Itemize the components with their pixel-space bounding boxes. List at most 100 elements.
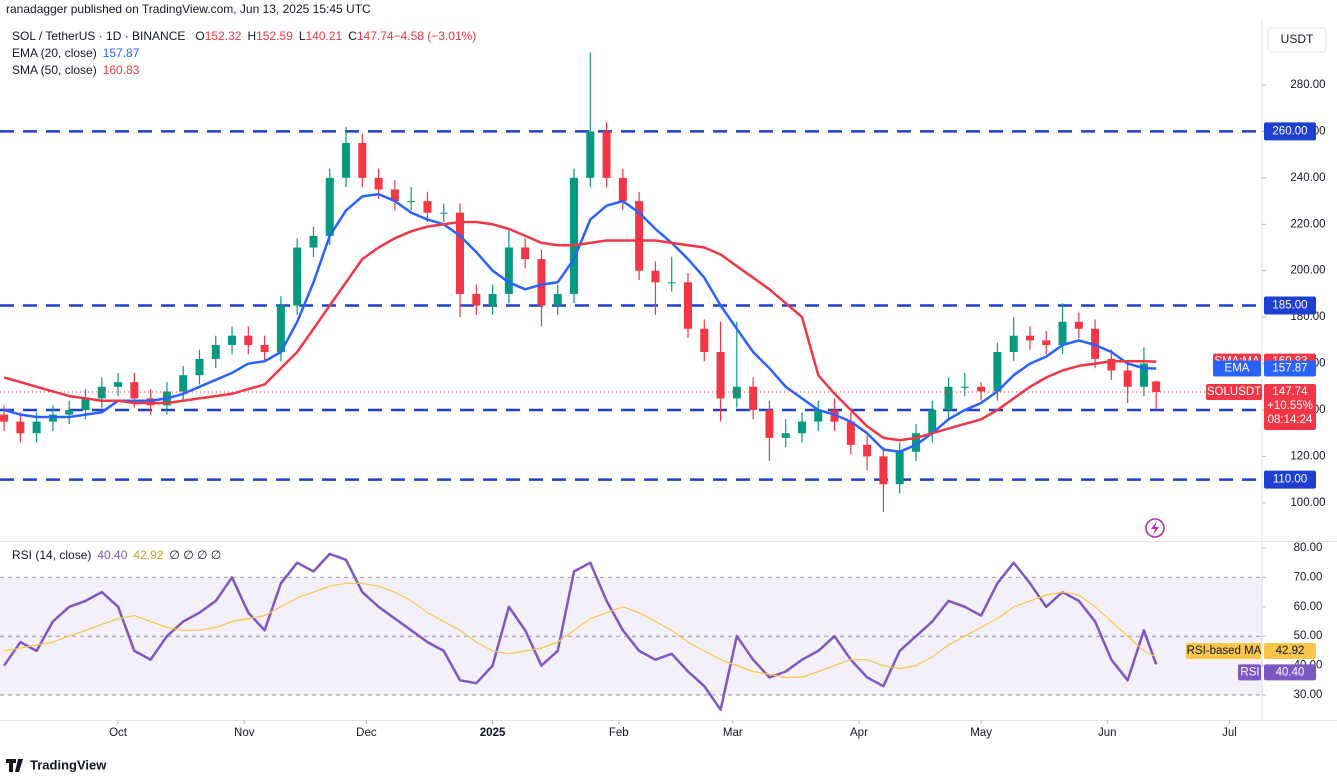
- candle-body: [944, 386, 953, 410]
- candle-body: [700, 328, 709, 352]
- y-tick-label: 120.00: [1290, 450, 1325, 462]
- price-tag-name-box: [1213, 360, 1261, 377]
- candle-body: [244, 335, 253, 345]
- candle-body: [488, 293, 497, 306]
- candle-body: [228, 335, 237, 345]
- footer-logo: [6, 759, 23, 772]
- ohlc-value: 147.74: [357, 29, 394, 43]
- candle-body: [81, 398, 90, 410]
- currency-box[interactable]: [1267, 27, 1327, 53]
- rsi-legend-value: 40.40: [97, 548, 127, 562]
- ohlc-key: L: [299, 29, 306, 43]
- candle-body: [456, 212, 465, 294]
- y-tick-label: 280.00: [1290, 79, 1325, 91]
- level-tag-label: 110.00: [1273, 474, 1307, 486]
- candle-body: [960, 386, 969, 388]
- level-tag: [1264, 122, 1316, 141]
- ohlc-key: O: [195, 29, 204, 43]
- symbol-legend: SOL / TetherUS · 1D · BINANCE O152.32 H152…: [12, 29, 476, 43]
- rsi-tag-name: RSI: [1240, 666, 1259, 678]
- ohlc-value: 152.59: [256, 29, 293, 43]
- candle-body: [683, 282, 692, 329]
- x-tick-label: Nov: [234, 727, 255, 739]
- candle-body: [1074, 321, 1083, 329]
- level-tag-label: 260.00: [1272, 125, 1307, 137]
- candle-body: [651, 270, 660, 283]
- candle-body: [130, 382, 139, 399]
- candle-body: [781, 433, 790, 438]
- ohlc-value: −4.58 (−3.01%): [394, 29, 477, 43]
- candle-body: [211, 345, 220, 359]
- candle-body: [1123, 370, 1132, 387]
- level-tag: [1264, 470, 1316, 489]
- rsi-tag-name-box: [1238, 664, 1261, 681]
- x-tick-label: Feb: [609, 727, 629, 739]
- lightning-icon: [1145, 518, 1165, 538]
- rsi-tag-name-box: [1186, 643, 1261, 660]
- rsi-pane: [0, 552, 1262, 711]
- rsi-extra: ∅ ∅ ∅ ∅: [169, 548, 221, 562]
- rsi-tick-label: 70.00: [1294, 571, 1323, 583]
- ohlc-value: 152.32: [205, 29, 242, 43]
- rsi-tick-label: 80.00: [1294, 542, 1323, 554]
- candle-body: [179, 375, 188, 392]
- last-box: [1264, 384, 1316, 431]
- x-tick-label: 2025: [480, 727, 506, 739]
- candle-body: [765, 410, 774, 438]
- rsi-tick-label: 50.00: [1294, 630, 1323, 642]
- currency[interactable]: USDT: [1281, 32, 1314, 46]
- candle-body: [928, 410, 937, 434]
- candle-body: [1058, 321, 1067, 345]
- level-tag: [1264, 296, 1316, 315]
- candle-body: [553, 293, 562, 306]
- candle-body: [342, 143, 351, 178]
- candle-body: [635, 201, 644, 271]
- rsi-line: [3, 552, 1158, 711]
- candle-body: [732, 386, 741, 399]
- candle-body: [1025, 335, 1034, 341]
- x-tick-label: May: [970, 727, 992, 739]
- x-tick-label: Jun: [1098, 727, 1117, 739]
- indicator-value: 157.87: [103, 46, 140, 60]
- candle-body: [32, 421, 41, 434]
- candle-body: [749, 386, 758, 410]
- y-tick-label: 240.00: [1290, 172, 1325, 184]
- candle-body: [797, 421, 806, 434]
- candle-body: [504, 247, 513, 294]
- ohlc-key: H: [247, 29, 256, 43]
- y-tick-label: 100.00: [1290, 497, 1325, 509]
- last-name: SOLUSDT: [1207, 386, 1261, 398]
- x-tick-label: Jul: [1222, 727, 1237, 739]
- candle-body: [293, 247, 302, 306]
- candle-body: [195, 358, 204, 376]
- indicator-legend: SMA (50, close) 160.83: [12, 63, 140, 77]
- candle-body: [863, 444, 872, 457]
- candle-body: [1042, 340, 1051, 345]
- candle-body: [1152, 381, 1161, 393]
- rsi-tag-box: [1264, 643, 1316, 660]
- candle-body: [537, 259, 546, 306]
- rsi-tick-label: 60.00: [1294, 601, 1323, 613]
- candle-body: [993, 351, 1002, 392]
- candle-body: [114, 382, 123, 387]
- candle-body: [879, 456, 888, 485]
- candle-body: [65, 410, 74, 415]
- y-tick-label: 200.00: [1290, 265, 1325, 277]
- candle-body: [1009, 335, 1018, 352]
- indicator-name: EMA (20, close): [12, 46, 97, 60]
- price-tag-name: EMA: [1225, 363, 1250, 375]
- candle-body: [716, 351, 725, 399]
- last-value: 147.74: [1272, 386, 1308, 398]
- price-tag-value: 157.87: [1272, 363, 1307, 375]
- rsi-legend: RSI (14, close) 40.40 42.92 ∅ ∅ ∅ ∅: [12, 548, 221, 562]
- candle-body: [439, 212, 448, 214]
- candle-body: [911, 433, 920, 452]
- symbol: SOL / TetherUS · 1D · BINANCE: [12, 29, 185, 43]
- candle-body: [358, 143, 367, 178]
- candle-body: [472, 293, 481, 306]
- publisher: ranadagger published on TradingView.com,…: [6, 2, 371, 16]
- rsi-tag-value: 40.40: [1276, 666, 1305, 678]
- ma-line: [3, 192, 1157, 454]
